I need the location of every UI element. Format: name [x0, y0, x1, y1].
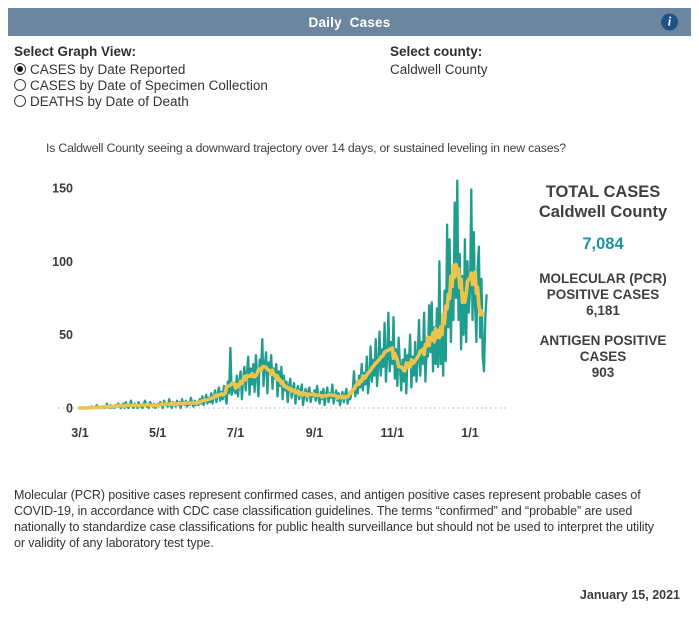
header-bar: Daily Cases i — [8, 8, 691, 36]
radio-deaths-by-date-of-death[interactable]: DEATHS by Date of Death — [14, 93, 268, 109]
x-tick-label: 7/1 — [227, 426, 244, 440]
daily-cases-line — [78, 179, 488, 410]
page-title: Daily Cases — [308, 14, 391, 30]
y-tick-label: 150 — [52, 182, 73, 196]
y-axis-tick-labels: 0 50 100 150 — [52, 182, 73, 416]
x-tick-label: 3/1 — [71, 426, 88, 440]
total-cases-value: 7,084 — [582, 235, 624, 253]
radio-button[interactable] — [14, 63, 26, 75]
y-tick-label: 100 — [52, 255, 73, 269]
report-date: January 15, 2021 — [579, 588, 680, 602]
radio-label: CASES by Date of Specimen Collection — [30, 77, 268, 93]
x-tick-label: 9/1 — [306, 426, 323, 440]
radio-button[interactable] — [14, 79, 26, 91]
pcr-cases-block: MOLECULAR (PCR) POSITIVE CASES 6,181 — [505, 271, 699, 319]
antigen-label-line1: ANTIGEN POSITIVE — [539, 333, 667, 348]
x-tick-label: 11/1 — [380, 426, 404, 440]
pcr-label-line1: MOLECULAR (PCR) — [539, 271, 667, 286]
county-selector: Select county: Caldwell County — [390, 44, 488, 77]
pcr-value: 6,181 — [586, 303, 620, 318]
x-axis-tick-labels: 3/1 5/1 7/1 9/1 11/1 1/1 — [71, 426, 478, 440]
seven-day-average-line — [78, 262, 485, 410]
pcr-label-line2: POSITIVE CASES — [546, 287, 660, 302]
daily-cases-chart[interactable]: 0 50 100 150 3/1 5/1 7/1 9/1 11/1 1/1 — [30, 175, 530, 450]
radio-label: CASES by Date Reported — [30, 61, 186, 77]
disclaimer-text: Molecular (PCR) positive cases represent… — [14, 488, 654, 550]
radio-cases-by-date-reported[interactable]: CASES by Date Reported — [14, 61, 268, 77]
graph-view-label: Select Graph View: — [14, 44, 137, 59]
antigen-cases-block: ANTIGEN POSITIVE CASES 903 — [505, 333, 699, 381]
y-tick-label: 50 — [59, 328, 73, 342]
x-tick-label: 1/1 — [461, 426, 478, 440]
total-cases-title-line2: Caldwell County — [538, 203, 668, 221]
county-value[interactable]: Caldwell County — [390, 62, 488, 77]
radio-label: DEATHS by Date of Death — [30, 93, 189, 109]
radio-button[interactable] — [14, 95, 26, 107]
radio-cases-by-specimen-collection[interactable]: CASES by Date of Specimen Collection — [14, 77, 268, 93]
graph-view-selector: Select Graph View: CASES by Date Reporte… — [14, 44, 268, 109]
x-tick-label: 5/1 — [149, 426, 166, 440]
antigen-label-line2: CASES — [579, 349, 627, 364]
info-icon[interactable]: i — [661, 13, 678, 31]
chart-question: Is Caldwell County seeing a downward tra… — [46, 141, 566, 155]
antigen-value: 903 — [591, 365, 615, 380]
county-label: Select county: — [390, 44, 483, 59]
total-cases-title-line1: TOTAL CASES — [545, 183, 661, 201]
stats-panel: TOTAL CASES Caldwell County 7,084 MOLECU… — [505, 182, 699, 381]
y-tick-label: 0 — [66, 402, 73, 416]
